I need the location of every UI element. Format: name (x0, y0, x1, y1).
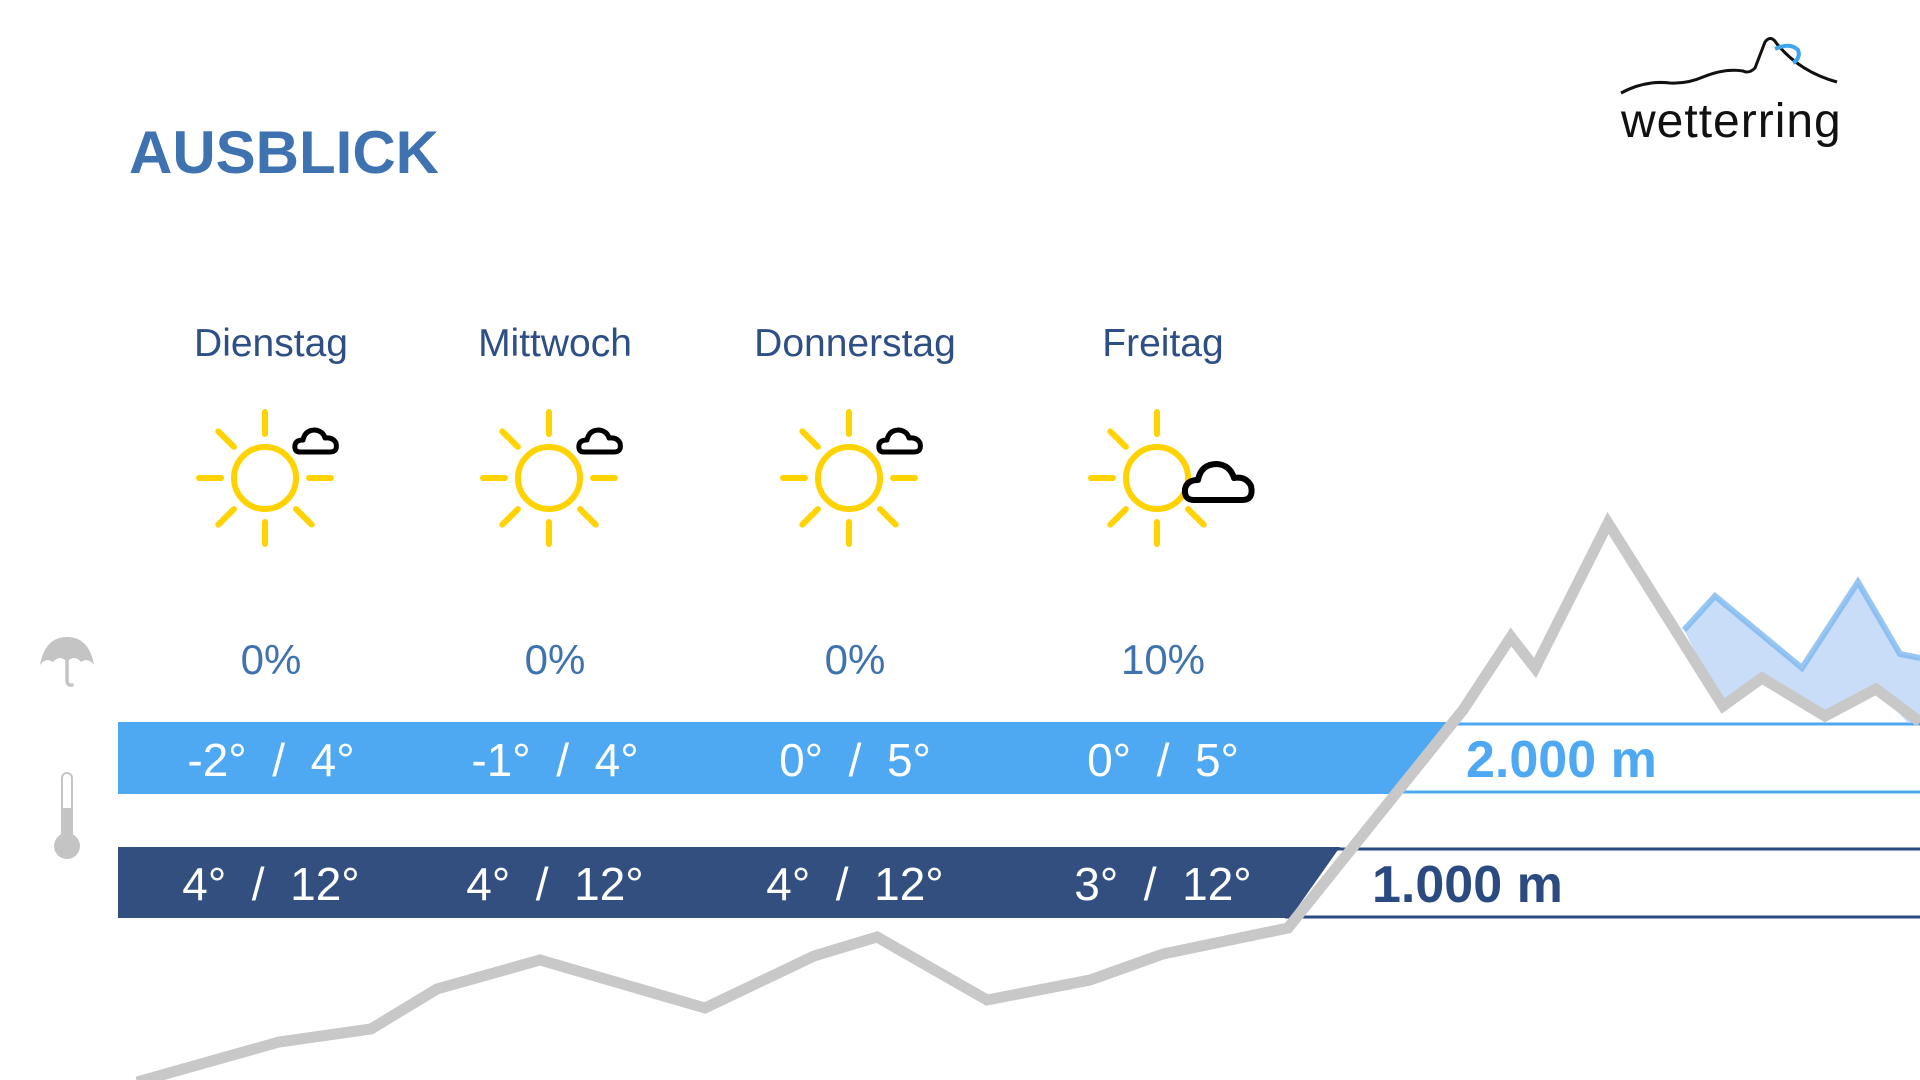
altitude-label-1000: 1.000 m (1372, 856, 1563, 914)
sun-small-cloud-icon (480, 409, 623, 547)
umbrella-icon (40, 637, 94, 687)
wetterring-logo: wetterring (1615, 30, 1845, 155)
day-name: Dienstag (194, 322, 348, 365)
day-name: Freitag (1102, 322, 1224, 365)
temp-2000m: -1° / 4° (471, 734, 639, 786)
page-title: AUSBLICK (129, 119, 439, 186)
temp-1000m: 4° / 12° (466, 858, 644, 910)
temp-1000m: 4° / 12° (182, 858, 360, 910)
precip-value: 0% (240, 636, 302, 683)
bar-1000m (118, 847, 1340, 918)
logo-text: wetterring (1621, 95, 1842, 148)
precip-value: 10% (1120, 636, 1206, 683)
sun-small-cloud-icon (780, 409, 923, 547)
sun-small-cloud-icon (196, 409, 339, 547)
mountain-line (135, 511, 1920, 1080)
sun-cloud-icon (1088, 409, 1255, 547)
day-name: Mittwoch (478, 322, 632, 365)
bar-2000m (118, 722, 1448, 794)
thermometer-icon (54, 772, 80, 859)
logo-mountain-icon (1620, 37, 1838, 95)
temp-1000m: 3° / 12° (1074, 858, 1252, 910)
temp-2000m: 0° / 5° (779, 734, 931, 786)
temp-2000m: 0° / 5° (1087, 734, 1239, 786)
precip-value: 0% (824, 636, 886, 683)
altitude-label-2000: 2.000 m (1466, 731, 1657, 789)
precip-value: 0% (524, 636, 586, 683)
day-name: Donnerstag (754, 322, 956, 365)
snow-line (1681, 576, 1920, 673)
temp-2000m: -2° / 4° (187, 734, 355, 786)
temp-1000m: 4° / 12° (766, 858, 944, 910)
